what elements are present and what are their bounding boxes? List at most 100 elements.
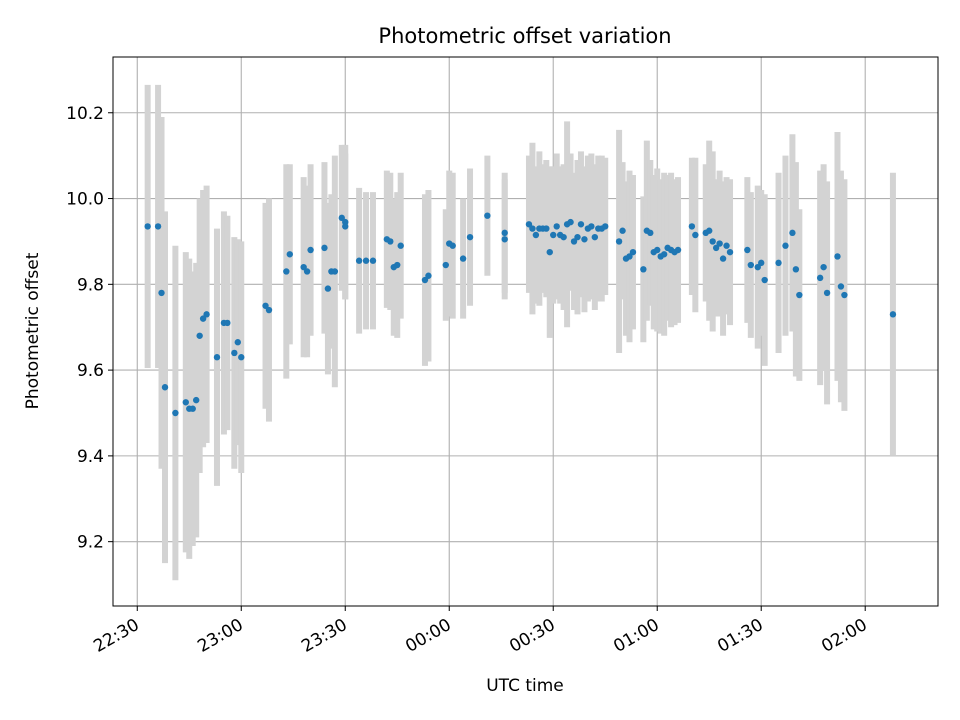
data-point <box>761 276 768 284</box>
data-point <box>660 251 668 258</box>
data-point <box>747 261 755 269</box>
data-point <box>588 223 595 230</box>
data-point <box>615 238 623 245</box>
data-point <box>581 236 588 243</box>
data-point <box>654 246 661 254</box>
data-point <box>688 223 696 230</box>
data-point <box>723 242 730 249</box>
data-point <box>300 263 307 271</box>
data-point <box>387 238 394 245</box>
data-point <box>303 268 311 275</box>
data-point <box>362 257 370 264</box>
data-point <box>775 259 782 267</box>
data-point <box>144 223 151 230</box>
data-point <box>820 263 827 271</box>
y-tick-label: 10.0 <box>66 190 104 210</box>
data-point <box>712 244 720 252</box>
data-point <box>553 223 560 230</box>
data-point <box>231 349 238 357</box>
data-point <box>570 238 578 245</box>
y-tick-label: 9.2 <box>77 533 104 553</box>
data-point <box>574 233 581 241</box>
data-point <box>307 246 314 254</box>
data-point <box>674 246 682 254</box>
data-point <box>196 332 203 339</box>
data-point <box>286 251 293 258</box>
data-point <box>161 384 169 391</box>
data-point <box>501 236 508 243</box>
data-point <box>591 233 599 241</box>
data-point <box>823 289 831 297</box>
data-point <box>262 302 269 309</box>
data-point <box>560 233 567 241</box>
data-point <box>182 399 189 406</box>
data-point <box>543 225 550 232</box>
data-point <box>619 227 626 234</box>
data-point <box>425 272 432 279</box>
y-axis: 9.2 9.4 9.6 9.8 10.0 10.2 <box>66 104 113 553</box>
data-point <box>834 253 841 260</box>
data-point <box>640 266 647 273</box>
data-point <box>501 229 508 237</box>
data-point <box>758 259 765 267</box>
data-point <box>203 311 210 318</box>
data-point <box>716 240 723 247</box>
data-point <box>442 261 449 269</box>
data-point <box>321 244 328 252</box>
data-point <box>355 257 363 264</box>
data-point <box>706 227 713 234</box>
data-point <box>792 266 800 273</box>
data-point <box>213 354 221 361</box>
data-point <box>283 268 290 275</box>
data-point <box>189 405 196 412</box>
data-point <box>532 231 540 239</box>
data-point <box>265 306 273 314</box>
data-point <box>726 248 734 256</box>
data-point <box>199 315 207 322</box>
data-point <box>629 248 637 256</box>
data-point <box>238 354 245 361</box>
y-axis-title: Photometric offset <box>23 252 43 409</box>
data-point <box>709 238 716 245</box>
data-point <box>789 229 796 237</box>
chart-title: Photometric offset variation <box>378 24 671 48</box>
data-point <box>529 225 536 232</box>
data-point <box>796 291 803 299</box>
y-tick-label: 9.6 <box>77 361 104 381</box>
data-point <box>577 221 585 228</box>
y-tick-label: 9.8 <box>77 275 104 295</box>
data-point <box>158 289 165 297</box>
data-point <box>546 248 553 256</box>
data-point <box>172 409 179 417</box>
plot-frame <box>112 56 939 607</box>
data-point <box>550 231 557 239</box>
data-point <box>816 274 824 282</box>
data-point <box>449 242 456 249</box>
data-point <box>754 263 761 271</box>
data-point <box>484 212 491 219</box>
data-point <box>342 223 349 230</box>
data-point <box>719 255 727 262</box>
data-point <box>369 257 377 264</box>
data-point <box>626 253 633 260</box>
data-point <box>224 319 231 327</box>
data-point <box>744 246 751 254</box>
data-point <box>466 233 474 241</box>
data-point <box>394 261 401 269</box>
data-point <box>154 223 162 230</box>
y-tick-label: 9.4 <box>77 447 104 467</box>
data-points <box>144 212 897 417</box>
data-point <box>324 285 332 292</box>
data-point <box>837 283 845 290</box>
data-point <box>525 221 533 228</box>
data-point <box>338 214 345 222</box>
data-point <box>397 242 404 249</box>
data-point <box>782 242 789 249</box>
data-point <box>331 268 339 275</box>
data-point <box>192 396 200 404</box>
data-point <box>841 291 848 299</box>
y-tick-label: 10.2 <box>66 104 104 124</box>
data-point <box>234 339 241 346</box>
data-point <box>692 231 699 239</box>
